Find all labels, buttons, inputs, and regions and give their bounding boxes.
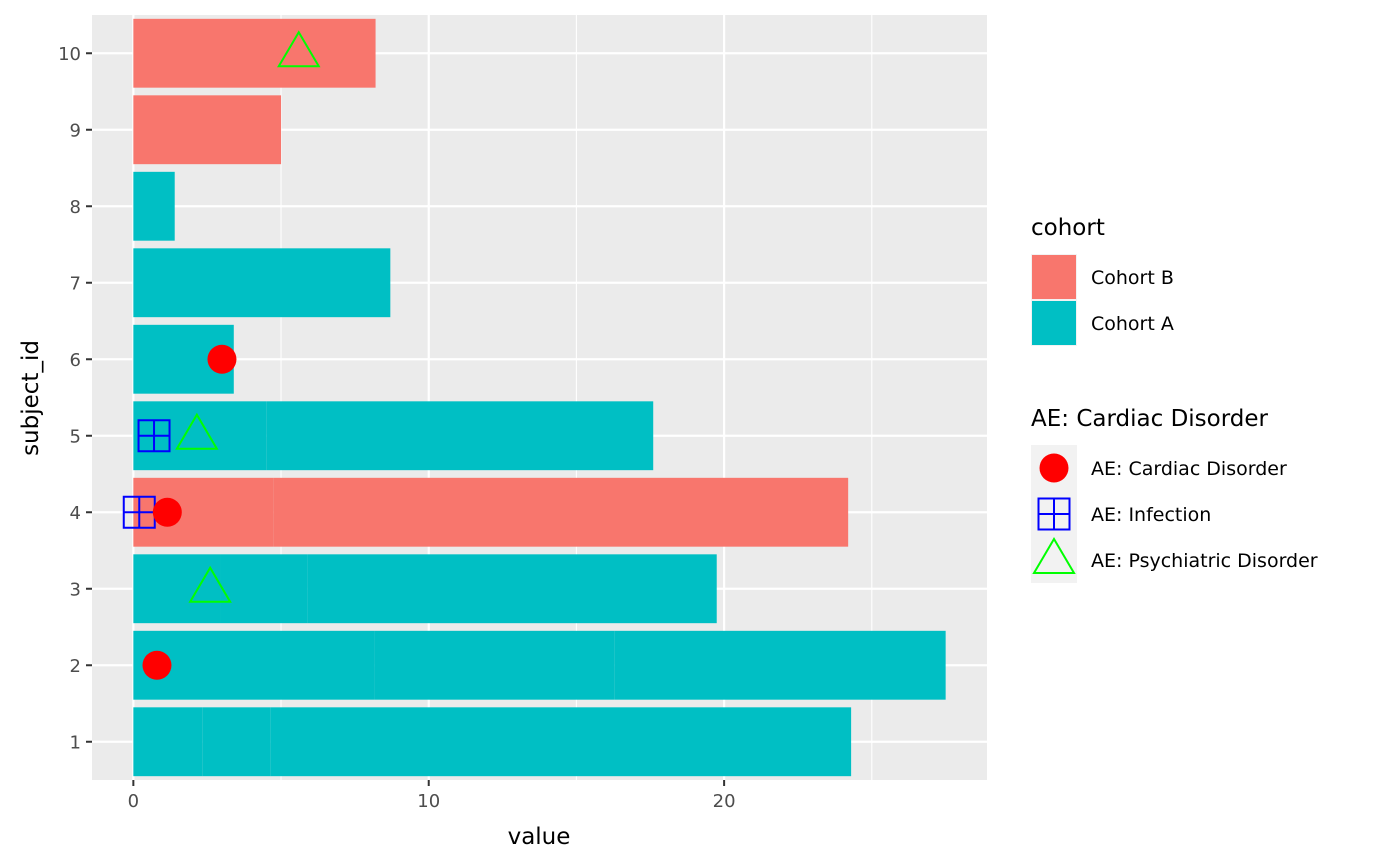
legend-marker	[1037, 497, 1071, 531]
axes: 1 2 3 4 5 6 7 8 9 10 0 10 20	[58, 44, 735, 812]
bar-segment	[133, 554, 221, 624]
event-marker	[277, 30, 321, 68]
bar-segment	[220, 554, 308, 624]
x-tick-label: 20	[713, 791, 736, 812]
bar-segment	[133, 95, 282, 165]
bars	[133, 18, 946, 777]
y-tick-label: 2	[70, 656, 81, 677]
bar-segment	[270, 707, 852, 777]
bar-segment	[307, 554, 717, 624]
y-tick-label: 8	[70, 197, 81, 218]
legend-event-label: AE: Psychiatric Disorder	[1091, 550, 1318, 572]
legend-swatch	[1032, 255, 1076, 299]
legend-event-label: AE: Infection	[1091, 504, 1211, 526]
bar-segment	[266, 401, 654, 471]
y-tick-label: 6	[70, 350, 81, 371]
legend-swatch	[1032, 301, 1076, 345]
event-markers	[122, 30, 321, 680]
y-tick-label: 9	[70, 120, 81, 141]
y-tick-label: 7	[70, 273, 81, 294]
legend-event-label: AE: Cardiac Disorder	[1091, 458, 1287, 480]
bar-segment	[133, 171, 175, 241]
event-marker	[142, 650, 172, 680]
bar-segment	[202, 707, 271, 777]
x-tick-label: 0	[128, 791, 139, 812]
legend-events-title: AE: Cardiac Disorder	[1031, 406, 1269, 432]
legend-marker	[1032, 537, 1076, 574]
legend-key-bg	[1031, 537, 1077, 583]
bar-segment	[133, 707, 203, 777]
legend-cohort-label: Cohort A	[1091, 313, 1174, 335]
event-marker	[188, 565, 232, 603]
bar-segment	[614, 630, 946, 700]
y-tick-label: 1	[70, 732, 81, 753]
legend: cohort Cohort B Cohort A AE: Cardiac Disord…	[1031, 215, 1318, 583]
y-axis-title: subject_id	[18, 340, 44, 456]
event-marker	[175, 412, 219, 450]
y-tick-label: 4	[70, 503, 81, 524]
legend-marker	[1039, 453, 1069, 483]
bar-segment	[273, 477, 849, 547]
x-tick-label: 10	[417, 791, 440, 812]
bar-segment	[133, 248, 391, 318]
y-tick-label: 3	[70, 579, 81, 600]
event-marker	[207, 344, 237, 374]
x-axis-title: value	[508, 824, 571, 850]
legend-cohort-title: cohort	[1031, 215, 1105, 241]
legend-cohort-label: Cohort B	[1091, 267, 1174, 289]
bar-segment	[133, 630, 375, 700]
y-tick-label: 10	[58, 44, 81, 65]
y-tick-label: 5	[70, 426, 81, 447]
bar-segment	[374, 630, 615, 700]
event-marker	[152, 497, 182, 527]
event-marker	[137, 419, 171, 453]
bar-segment	[133, 18, 376, 88]
